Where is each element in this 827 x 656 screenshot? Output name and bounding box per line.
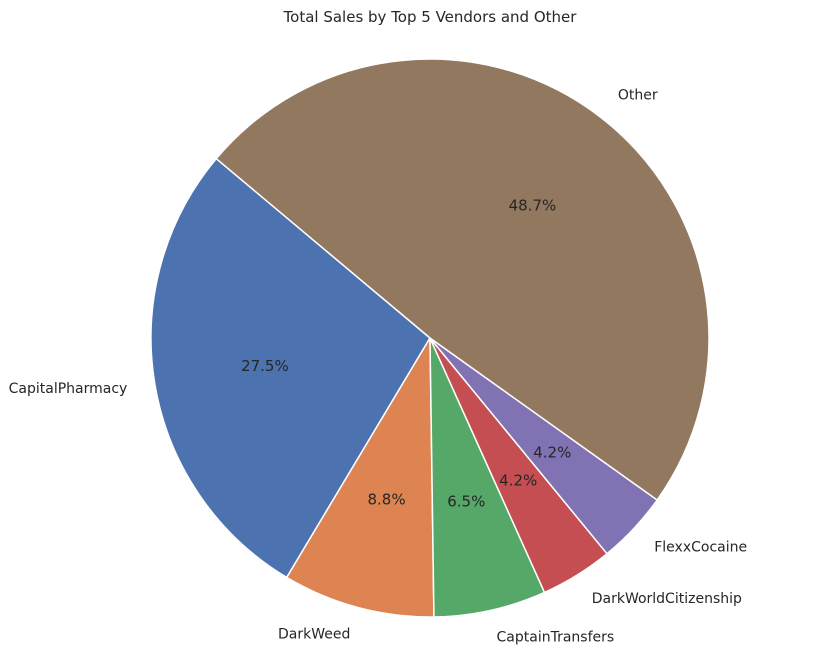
slice-label-flexxcocaine: FlexxCocaine	[654, 540, 747, 556]
percent-label-darkworldcitizenship: 4.2%	[499, 471, 537, 489]
percent-labels: 27.5% 8.8% 6.5% 4.2% 4.2% 48.7%	[241, 197, 571, 511]
percent-label-flexxcocaine: 4.2%	[533, 443, 571, 461]
chart-title: Total Sales by Top 5 Vendors and Other	[283, 8, 578, 26]
percent-label-captaintransfers: 6.5%	[447, 492, 485, 510]
pie-slice-captaintransfers	[429, 337, 546, 618]
slice-label-other: Other	[618, 87, 658, 103]
slice-label-capitalpharmacy: CapitalPharmacy	[9, 381, 128, 397]
percent-label-other: 48.7%	[509, 197, 557, 215]
slice-label-darkweed: DarkWeed	[278, 626, 350, 642]
percent-label-darkweed: 8.8%	[367, 491, 405, 509]
percent-label-capitalpharmacy: 27.5%	[241, 357, 289, 375]
pie-slice-darkweed	[285, 335, 435, 618]
pie-slice-capitalpharmacy	[150, 157, 431, 579]
slice-labels: CapitalPharmacy DarkWeed CaptainTransfers D…	[9, 87, 747, 645]
pie-slices	[150, 58, 710, 618]
slice-label-darkworldcitizenship: DarkWorldCitizenship	[592, 591, 742, 607]
pie-slice-other	[215, 58, 710, 502]
slice-label-captaintransfers: CaptainTransfers	[497, 630, 615, 646]
